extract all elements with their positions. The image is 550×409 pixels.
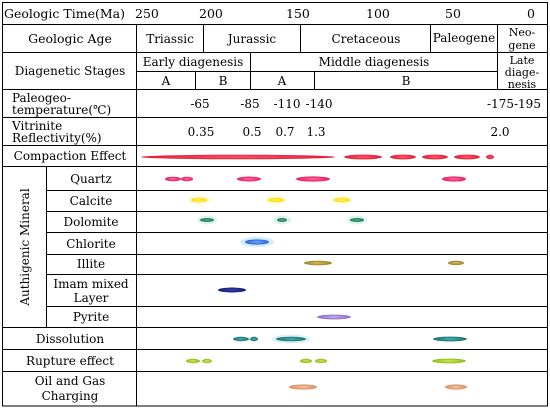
- dolomite-bar: [200, 218, 214, 222]
- chlorite-bars: [240, 237, 274, 247]
- dissolution-label: Dissolution: [36, 332, 104, 346]
- dolomite-bar: [277, 218, 287, 222]
- paleotemp-label-line1: Paleogeo-: [12, 91, 71, 105]
- time-tick-100: 100: [366, 6, 390, 21]
- mineral-pyrite: Pyrite: [73, 310, 109, 324]
- time-tick-150: 150: [286, 6, 310, 21]
- vitrinite-label-line1: Vitrinite: [11, 119, 62, 133]
- vitrinite-value: 0.7: [275, 125, 294, 139]
- temp-value: -175-195: [487, 97, 541, 111]
- dissolution-bar: [276, 336, 306, 342]
- time-tick-50: 50: [445, 6, 461, 21]
- oil-gas-label-line2: Charging: [42, 389, 99, 403]
- calcite-bar: [191, 197, 207, 203]
- illite-bar: [448, 260, 464, 266]
- dissolution-bar: [433, 336, 467, 342]
- calcite-bar: [334, 197, 350, 203]
- imam-bar: [218, 287, 246, 293]
- age-neogene-line1: Neo-: [509, 26, 536, 39]
- rupture-bar: [300, 358, 312, 364]
- mineral-calcite: Calcite: [70, 194, 113, 208]
- age-triassic: Triassic: [146, 32, 194, 46]
- dissolution-bar: [233, 336, 249, 342]
- authigenic-mineral-label: Authigenic Mineral: [18, 188, 32, 307]
- pyrite-bars: [317, 314, 351, 320]
- rupture-bar: [315, 358, 327, 364]
- pyrite-bar: [317, 314, 351, 320]
- calcite-bar: [268, 197, 284, 203]
- dissolution-bars: [233, 334, 467, 344]
- oil-gas-bar: [445, 384, 467, 390]
- geologic-age-label: Geologic Age: [28, 31, 112, 46]
- compaction-bar: [390, 154, 416, 160]
- vitrinite-value: 0.5: [242, 125, 261, 139]
- quartz-bar: [296, 176, 330, 182]
- mineral-imam-line2: Layer: [74, 291, 109, 305]
- rupture-bar: [186, 358, 200, 364]
- vitrinite-label-line2: Reflectivity(%): [12, 131, 102, 145]
- rupture-bar: [202, 358, 212, 364]
- compaction-bar: [422, 154, 448, 160]
- stage-late-line1: Late: [510, 54, 535, 67]
- mineral-chlorite: Chlorite: [66, 237, 115, 251]
- substage-early-a: A: [161, 74, 171, 88]
- calcite-bars: [188, 195, 353, 205]
- quartz-bar: [442, 176, 466, 182]
- age-paleogene: Paleogene: [433, 31, 495, 45]
- oil-gas-bar: [289, 384, 317, 390]
- vitrinite-value: 1.3: [306, 125, 325, 139]
- dolomite-bar: [350, 218, 364, 222]
- rupture-bars: [186, 358, 466, 364]
- age-jurassic: Jurassic: [226, 32, 277, 46]
- time-tick-0: 0: [527, 6, 535, 21]
- dolomite-bars: [197, 215, 367, 225]
- temp-value: -65: [190, 97, 209, 111]
- paleotemp-label-line2: temperature(℃): [12, 103, 111, 117]
- diagenetic-stages-label: Diagenetic Stages: [15, 64, 126, 78]
- dissolution-bar: [250, 336, 258, 342]
- imam-bars: [218, 287, 246, 293]
- oil-gas-label-line1: Oil and Gas: [35, 374, 106, 388]
- substage-middle-a: A: [277, 74, 287, 88]
- oil-gas-bars: [289, 384, 467, 390]
- stage-early: Early diagenesis: [143, 55, 244, 69]
- mineral-dolomite: Dolomite: [63, 215, 118, 229]
- compaction-label: Compaction Effect: [14, 149, 127, 163]
- illite-bar: [304, 260, 332, 266]
- compaction-bar: [141, 154, 335, 160]
- quartz-bar: [181, 176, 193, 182]
- quartz-bar: [165, 176, 181, 182]
- mineral-imam-line1: Imam mixed: [53, 277, 129, 291]
- quartz-bar: [237, 176, 261, 182]
- temp-value: -110: [274, 97, 301, 111]
- stage-late-line3: nesis: [508, 78, 537, 91]
- substage-early-b: B: [219, 74, 228, 88]
- mineral-illite: Illite: [77, 257, 105, 271]
- illite-bars: [304, 260, 464, 266]
- compaction-bar: [454, 154, 480, 160]
- compaction-bar: [486, 154, 494, 160]
- quartz-bars: [165, 176, 466, 182]
- chlorite-bar: [245, 239, 269, 245]
- time-tick-200: 200: [199, 6, 223, 21]
- stage-late-line2: diage-: [505, 66, 540, 79]
- age-neogene-line2: gene: [508, 39, 535, 52]
- substage-middle-b: B: [402, 74, 411, 88]
- age-cretaceous: Cretaceous: [332, 32, 401, 46]
- rupture-bar: [432, 358, 466, 364]
- temp-value: -140: [306, 97, 333, 111]
- vitrinite-value: 2.0: [490, 125, 509, 139]
- rupture-label: Rupture effect: [26, 354, 114, 368]
- mineral-quartz: Quartz: [70, 172, 112, 186]
- compaction-bar: [344, 154, 382, 160]
- temp-value: -85: [240, 97, 259, 111]
- compaction-bars: [141, 154, 494, 160]
- stage-middle: Middle diagenesis: [319, 55, 430, 69]
- geologic-time-label: Geologic Time(Ma): [4, 6, 125, 21]
- vitrinite-value: 0.35: [188, 125, 215, 139]
- time-tick-250: 250: [135, 6, 159, 21]
